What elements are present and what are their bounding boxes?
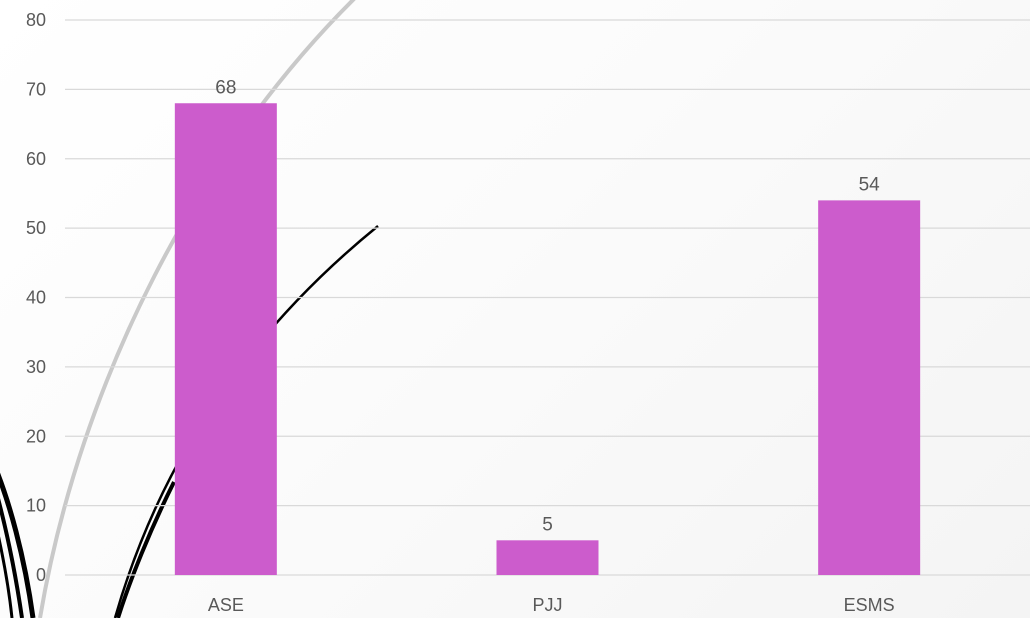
data-label-pjj: 5 — [542, 514, 553, 535]
bar-pjj — [496, 540, 599, 575]
category-label-pjj: PJJ — [532, 595, 562, 615]
category-label-esms: ESMS — [844, 595, 895, 615]
y-tick-label: 50 — [26, 218, 46, 238]
y-tick-label: 30 — [26, 357, 46, 377]
left-edge-curve-1 — [0, 472, 36, 618]
y-tick-label: 70 — [26, 79, 46, 99]
y-axis-tick-labels: 0 10 20 30 40 50 60 70 80 — [26, 10, 46, 585]
y-tick-label: 20 — [26, 426, 46, 446]
gray-arc — [38, 0, 356, 618]
y-tick-label: 60 — [26, 149, 46, 169]
left-edge-curve-2 — [0, 498, 24, 618]
bars — [174, 103, 921, 575]
data-labels: 68 5 54 — [215, 77, 880, 535]
left-edge-curve-3 — [0, 536, 14, 618]
y-tick-label: 10 — [26, 496, 46, 516]
data-label-ase: 68 — [215, 77, 236, 98]
x-axis-category-labels: ASE PJJ ESMS — [208, 595, 895, 615]
y-tick-label: 0 — [36, 565, 46, 585]
y-tick-label: 80 — [26, 10, 46, 30]
y-tick-label: 40 — [26, 288, 46, 308]
black-arc-thick — [116, 481, 176, 618]
data-label-esms: 54 — [859, 174, 881, 195]
decorative-curves — [0, 0, 379, 618]
category-label-ase: ASE — [208, 595, 244, 615]
bar-ase — [174, 103, 277, 575]
bar-esms — [818, 200, 921, 575]
